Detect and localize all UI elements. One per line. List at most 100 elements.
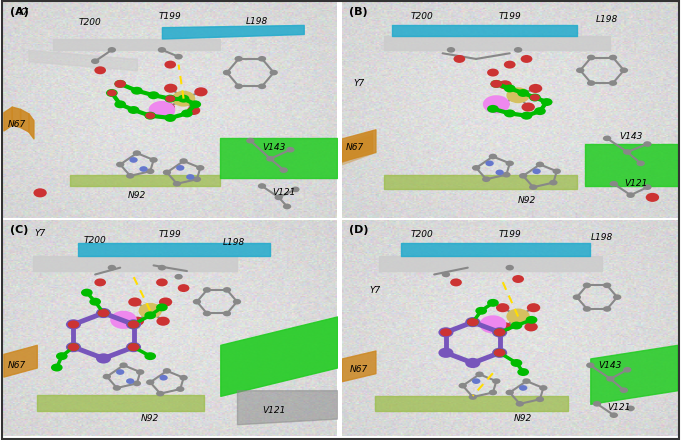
- Circle shape: [522, 103, 535, 112]
- Circle shape: [502, 172, 511, 177]
- Circle shape: [136, 369, 144, 375]
- Circle shape: [157, 317, 170, 326]
- Circle shape: [583, 306, 591, 312]
- Circle shape: [159, 297, 172, 307]
- Circle shape: [291, 187, 300, 192]
- Circle shape: [165, 95, 175, 102]
- Text: T199: T199: [159, 12, 182, 22]
- Circle shape: [486, 161, 494, 166]
- Circle shape: [279, 167, 288, 173]
- Circle shape: [148, 101, 175, 119]
- Circle shape: [128, 320, 140, 328]
- Circle shape: [128, 297, 142, 307]
- Circle shape: [620, 387, 628, 393]
- Circle shape: [186, 174, 195, 180]
- Circle shape: [91, 59, 99, 64]
- Circle shape: [505, 161, 514, 166]
- Text: T200: T200: [411, 230, 434, 239]
- Circle shape: [164, 95, 176, 103]
- Circle shape: [496, 303, 509, 312]
- Circle shape: [144, 352, 156, 360]
- Circle shape: [494, 328, 505, 336]
- Circle shape: [246, 138, 255, 143]
- Circle shape: [126, 378, 134, 384]
- Circle shape: [144, 312, 156, 319]
- Circle shape: [81, 289, 93, 297]
- Circle shape: [533, 169, 541, 174]
- Circle shape: [97, 309, 110, 317]
- Circle shape: [504, 61, 516, 69]
- Circle shape: [467, 318, 479, 326]
- Circle shape: [465, 317, 480, 327]
- Circle shape: [507, 87, 530, 103]
- Circle shape: [234, 56, 243, 62]
- Circle shape: [223, 311, 231, 316]
- Circle shape: [521, 112, 533, 120]
- Circle shape: [103, 374, 111, 379]
- Circle shape: [145, 112, 155, 119]
- Circle shape: [609, 181, 618, 187]
- Text: V143: V143: [599, 361, 622, 370]
- Circle shape: [67, 320, 79, 328]
- Circle shape: [496, 169, 504, 175]
- Circle shape: [467, 318, 479, 326]
- Circle shape: [475, 307, 487, 315]
- Text: Y7: Y7: [18, 8, 29, 17]
- Circle shape: [196, 165, 204, 171]
- Circle shape: [158, 47, 166, 53]
- Text: T199: T199: [498, 230, 521, 239]
- Circle shape: [96, 353, 111, 363]
- Circle shape: [514, 47, 522, 53]
- Text: T200: T200: [79, 18, 101, 27]
- Circle shape: [573, 294, 581, 300]
- Text: N67: N67: [7, 361, 26, 370]
- Circle shape: [108, 47, 116, 53]
- Circle shape: [442, 271, 450, 277]
- Text: N92: N92: [128, 191, 146, 200]
- Circle shape: [128, 320, 140, 328]
- Circle shape: [450, 279, 462, 286]
- Circle shape: [586, 363, 595, 368]
- Circle shape: [110, 311, 137, 329]
- Circle shape: [234, 84, 243, 89]
- Circle shape: [458, 383, 467, 389]
- Text: V121: V121: [624, 179, 648, 188]
- Circle shape: [541, 98, 552, 106]
- Circle shape: [178, 95, 189, 103]
- Circle shape: [609, 55, 617, 60]
- Circle shape: [51, 363, 63, 371]
- Circle shape: [524, 323, 538, 331]
- Circle shape: [144, 112, 156, 120]
- Circle shape: [126, 342, 141, 352]
- Circle shape: [133, 150, 141, 156]
- Circle shape: [181, 110, 193, 117]
- Circle shape: [475, 371, 484, 377]
- Circle shape: [507, 308, 530, 324]
- Circle shape: [536, 396, 544, 402]
- Text: V143: V143: [262, 143, 285, 152]
- Circle shape: [286, 147, 295, 153]
- Circle shape: [116, 369, 125, 375]
- Circle shape: [606, 376, 615, 381]
- Circle shape: [489, 390, 497, 395]
- Circle shape: [67, 343, 79, 351]
- Circle shape: [593, 401, 601, 407]
- Circle shape: [112, 385, 121, 391]
- Circle shape: [539, 385, 548, 391]
- Circle shape: [627, 192, 635, 198]
- Circle shape: [266, 156, 274, 161]
- Circle shape: [114, 80, 126, 88]
- Circle shape: [494, 349, 505, 357]
- Circle shape: [179, 158, 188, 164]
- Circle shape: [172, 91, 195, 106]
- Circle shape: [193, 176, 201, 182]
- Circle shape: [176, 386, 185, 392]
- Circle shape: [140, 166, 148, 172]
- Circle shape: [107, 90, 117, 96]
- Circle shape: [472, 165, 480, 171]
- Circle shape: [487, 105, 498, 113]
- Circle shape: [95, 279, 106, 286]
- Circle shape: [97, 309, 110, 317]
- Circle shape: [108, 265, 116, 271]
- Circle shape: [439, 348, 454, 358]
